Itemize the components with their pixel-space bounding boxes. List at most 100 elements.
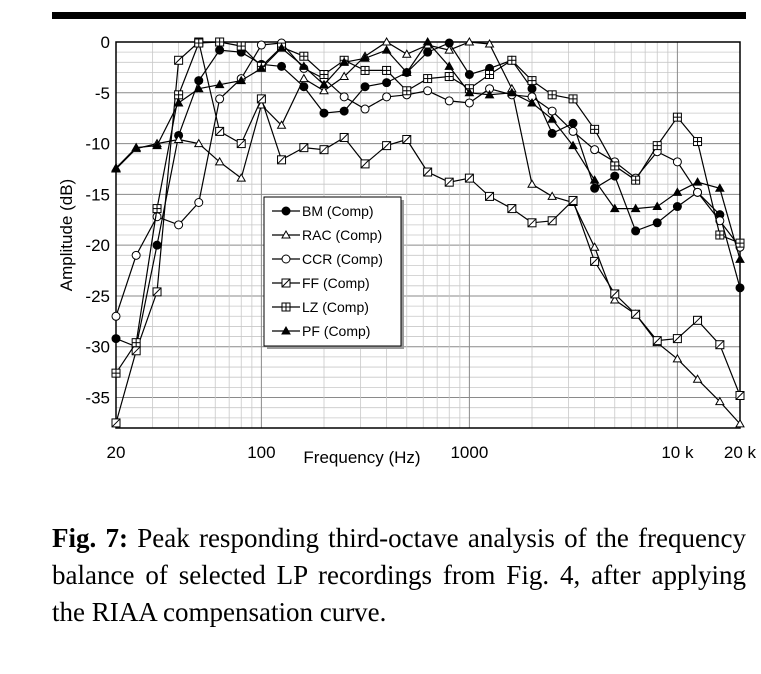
tick-labels: 0 -5 -10 -15 -20 -25 -30 -35 20 100 1000 10 k 20 k bbox=[85, 33, 756, 462]
data-point bbox=[464, 36, 475, 46]
data-point bbox=[193, 138, 204, 148]
data-point bbox=[152, 204, 162, 214]
data-point bbox=[568, 94, 578, 104]
y-tick-label: -5 bbox=[95, 84, 110, 103]
data-point bbox=[236, 173, 247, 182]
legend-label: CCR (Comp) bbox=[302, 251, 383, 267]
data-point bbox=[214, 79, 225, 89]
data-point bbox=[630, 203, 641, 213]
x-tick-label: 20 bbox=[107, 443, 126, 462]
data-point bbox=[281, 229, 291, 239]
data-point bbox=[464, 87, 475, 97]
data-point bbox=[360, 104, 370, 114]
data-point bbox=[735, 390, 745, 400]
data-point bbox=[507, 204, 517, 214]
data-point bbox=[277, 155, 287, 165]
data-point bbox=[547, 90, 557, 100]
data-point bbox=[194, 76, 204, 86]
data-point bbox=[152, 212, 162, 222]
data-point bbox=[693, 137, 703, 147]
legend: BM (Comp) RAC (Comp) CCR (Comp) FF (Comp) LZ… bbox=[263, 196, 404, 349]
x-tick-label: 20 k bbox=[724, 443, 757, 462]
data-point bbox=[382, 65, 392, 75]
data-point bbox=[444, 61, 455, 70]
data-point bbox=[484, 89, 495, 99]
data-point bbox=[672, 157, 682, 167]
data-point bbox=[527, 84, 537, 94]
legend-box bbox=[263, 196, 402, 347]
legend-label: BM (Comp) bbox=[302, 203, 374, 219]
legend-entry: RAC (Comp) bbox=[272, 227, 382, 243]
data-point bbox=[527, 218, 537, 228]
data-point bbox=[609, 203, 620, 213]
data-point bbox=[401, 49, 412, 58]
data-point bbox=[214, 156, 225, 166]
data-point bbox=[111, 334, 121, 344]
y-tick-label: -35 bbox=[85, 389, 110, 408]
data-point bbox=[256, 40, 266, 50]
data-point bbox=[281, 278, 291, 288]
data-point bbox=[111, 311, 121, 321]
data-point bbox=[506, 87, 517, 97]
data-point bbox=[360, 65, 370, 75]
data-point bbox=[381, 45, 392, 54]
data-point bbox=[298, 73, 309, 83]
x-tick-label: 100 bbox=[247, 443, 275, 462]
data-point bbox=[360, 159, 370, 169]
data-point bbox=[339, 71, 350, 81]
data-point bbox=[194, 197, 204, 207]
data-point bbox=[590, 183, 600, 193]
data-point bbox=[402, 135, 412, 145]
data-point bbox=[174, 90, 184, 100]
grid bbox=[115, 41, 741, 429]
data-point bbox=[131, 250, 141, 260]
data-point bbox=[276, 43, 287, 52]
data-point bbox=[590, 145, 600, 155]
data-point bbox=[319, 85, 329, 95]
data-point bbox=[652, 336, 662, 346]
figure-caption: Fig. 7: Peak responding third-octave ana… bbox=[52, 520, 746, 631]
data-point bbox=[547, 114, 558, 123]
legend-entry: CCR (Comp) bbox=[272, 251, 383, 267]
series-layer bbox=[111, 36, 745, 428]
data-point bbox=[194, 38, 204, 48]
data-point bbox=[299, 143, 309, 153]
legend-entry: LZ (Comp) bbox=[272, 299, 369, 315]
data-point bbox=[131, 142, 142, 152]
data-point bbox=[174, 55, 184, 65]
data-point bbox=[382, 92, 392, 102]
data-point bbox=[215, 45, 225, 55]
data-point bbox=[173, 97, 184, 107]
series-4 bbox=[111, 37, 745, 428]
data-point bbox=[693, 315, 703, 325]
y-tick-label: -30 bbox=[85, 338, 110, 357]
data-point bbox=[672, 334, 682, 344]
data-point bbox=[652, 218, 662, 228]
data-point bbox=[610, 161, 620, 171]
data-point bbox=[444, 177, 454, 187]
data-point bbox=[236, 75, 247, 85]
data-point bbox=[631, 309, 641, 319]
data-point bbox=[735, 238, 745, 248]
data-point bbox=[444, 45, 455, 54]
legend-entry: FF (Comp) bbox=[272, 275, 370, 291]
series-line bbox=[115, 40, 741, 424]
x-axis-label: Frequency (Hz) bbox=[303, 448, 420, 467]
data-point bbox=[692, 374, 703, 383]
y-axis-label: Amplitude (dB) bbox=[57, 179, 76, 291]
data-point bbox=[281, 325, 291, 335]
data-point bbox=[589, 175, 600, 184]
data-point bbox=[319, 70, 329, 80]
data-point bbox=[527, 97, 537, 107]
data-point bbox=[339, 132, 349, 142]
series-2 bbox=[111, 36, 745, 428]
data-point bbox=[236, 139, 246, 149]
data-point bbox=[547, 191, 558, 200]
x-tick-label: 1000 bbox=[450, 443, 488, 462]
data-point bbox=[527, 179, 537, 188]
data-point bbox=[276, 120, 287, 129]
series-5 bbox=[111, 37, 745, 378]
top-rule bbox=[52, 12, 746, 19]
data-point bbox=[507, 55, 517, 65]
legend-label: PF (Comp) bbox=[302, 323, 370, 339]
